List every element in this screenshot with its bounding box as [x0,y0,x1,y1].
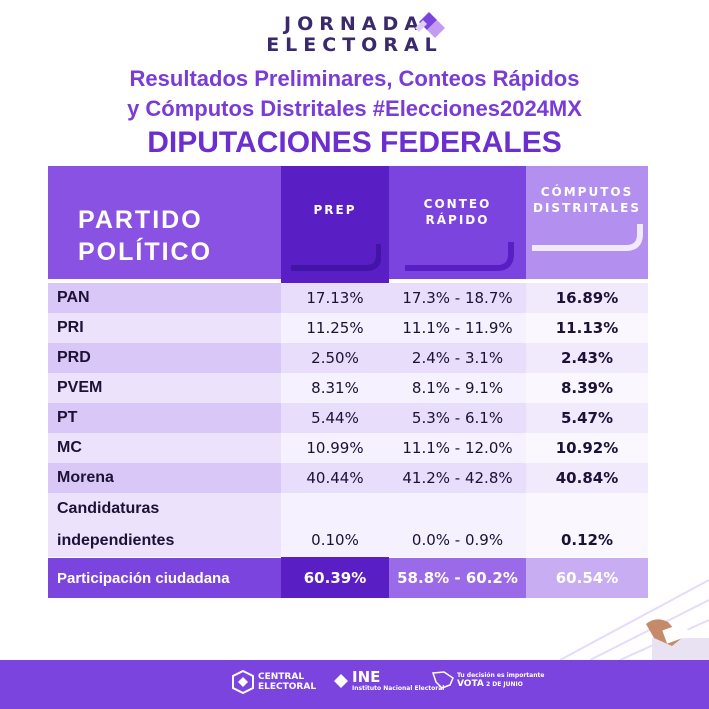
footer-band [0,660,709,709]
vota-line1: Tu decisión es importante [457,671,545,679]
conteo-value: 58.8% - 60.2% [389,558,526,598]
central-electoral-logo: CENTRAL ELECTORAL [232,670,316,694]
prep-value: 40.44% [281,463,389,493]
party-name-line2: independientes [57,532,175,549]
party-name: Candidaturas independientes [48,493,281,557]
conteo-value: 0.0% - 0.9% [389,493,526,557]
computos-value: 0.12% [526,493,648,557]
conteo-value: 11.1% - 11.9% [389,313,526,343]
jornada-electoral-logo: JORNADA ELECTORAL [0,12,709,56]
headline-line2: y Cómputos Distritales #Elecciones2024MX [127,96,582,121]
ine-subtitle: Instituto Nacional Electoral [352,685,445,692]
conteo-value: 8.1% - 9.1% [389,373,526,403]
page-title: DIPUTACIONES FEDERALES [147,126,562,159]
header-conteo: CONTEO RÁPIDO [389,166,526,279]
vota-date: 2 DE JUNIO [485,680,523,688]
computos-value: 5.47% [526,403,648,433]
computos-value: 10.92% [526,433,648,463]
conteo-value: 5.3% - 6.1% [389,403,526,433]
header-computos-line1: CÓMPUTOS [540,185,634,199]
party-name-line1: Candidaturas [57,500,160,517]
prep-value: 0.10% [281,493,389,557]
ballot-mark-icon [415,12,445,38]
ine-text: INE [352,668,381,686]
header-prep: PREP [313,203,357,217]
results-table: PAN 17.3% - 18.7% 16.89% PRI 11.1% - 11.… [48,166,648,598]
mexico-map-icon [432,671,454,689]
party-name: PRD [57,349,91,366]
prep-value: 11.25% [281,313,389,343]
swoosh-decoration [405,242,514,271]
prep-value: 10.99% [281,433,389,463]
vota-word: VOTA [457,678,484,689]
party-name: Morena [57,469,114,486]
headline-line1: Resultados Preliminares, Conteos Rápidos [129,66,580,91]
conteo-value: 2.4% - 3.1% [389,343,526,373]
prep-column: PREP 17.13% 11.25% 2.50% 8.31% 5.44% 10.… [281,166,389,598]
party-name: PRI [57,319,84,336]
header-computos-line2: DISTRITALES [533,201,641,215]
logo-line2: ELECTORAL [266,34,443,56]
prep-value: 8.31% [281,373,389,403]
computos-value: 40.84% [526,463,648,493]
prep-value: 17.13% [281,283,389,313]
logo-line1: JORNADA [284,13,425,35]
header-party-line2: POLÍTICO [78,238,213,266]
prep-value: 5.44% [281,403,389,433]
conteo-value: 17.3% - 18.7% [389,283,526,313]
central-line2: ELECTORAL [258,682,317,692]
ine-icon [334,674,348,688]
party-name: MC [57,439,82,456]
header-conteo-line1: CONTEO [423,197,492,211]
computos-value: 2.43% [526,343,648,373]
header-party: PARTIDO POLÍTICO [48,166,281,279]
swoosh-decoration [291,244,381,271]
conteo-value: 11.1% - 12.0% [389,433,526,463]
computos-value: 60.54% [526,558,648,598]
prep-value: 2.50% [281,343,389,373]
header-computos: CÓMPUTOS DISTRITALES [526,166,648,279]
table-row: Morena 41.2% - 42.8% 40.84% [48,463,648,493]
party-name: PT [57,409,78,426]
conteo-value: 41.2% - 42.8% [389,463,526,493]
central-electoral-icon [232,670,254,694]
header-conteo-line2: RÁPIDO [425,213,490,227]
header-party-line1: PARTIDO [78,206,203,234]
prep-value: 60.39% [303,569,367,587]
central-line1: CENTRAL [258,672,305,682]
party-name: PAN [57,289,90,306]
party-name: PVEM [57,379,103,396]
swoosh-decoration [532,224,643,251]
computos-value: 11.13% [526,313,648,343]
ine-logo: INE Instituto Nacional Electoral [333,670,444,692]
party-name: Participación ciudadana [57,569,230,587]
computos-value: 8.39% [526,373,648,403]
vota-logo: Tu decisión es importante VOTA 2 DE JUNI… [432,670,544,690]
computos-value: 16.89% [526,283,648,313]
